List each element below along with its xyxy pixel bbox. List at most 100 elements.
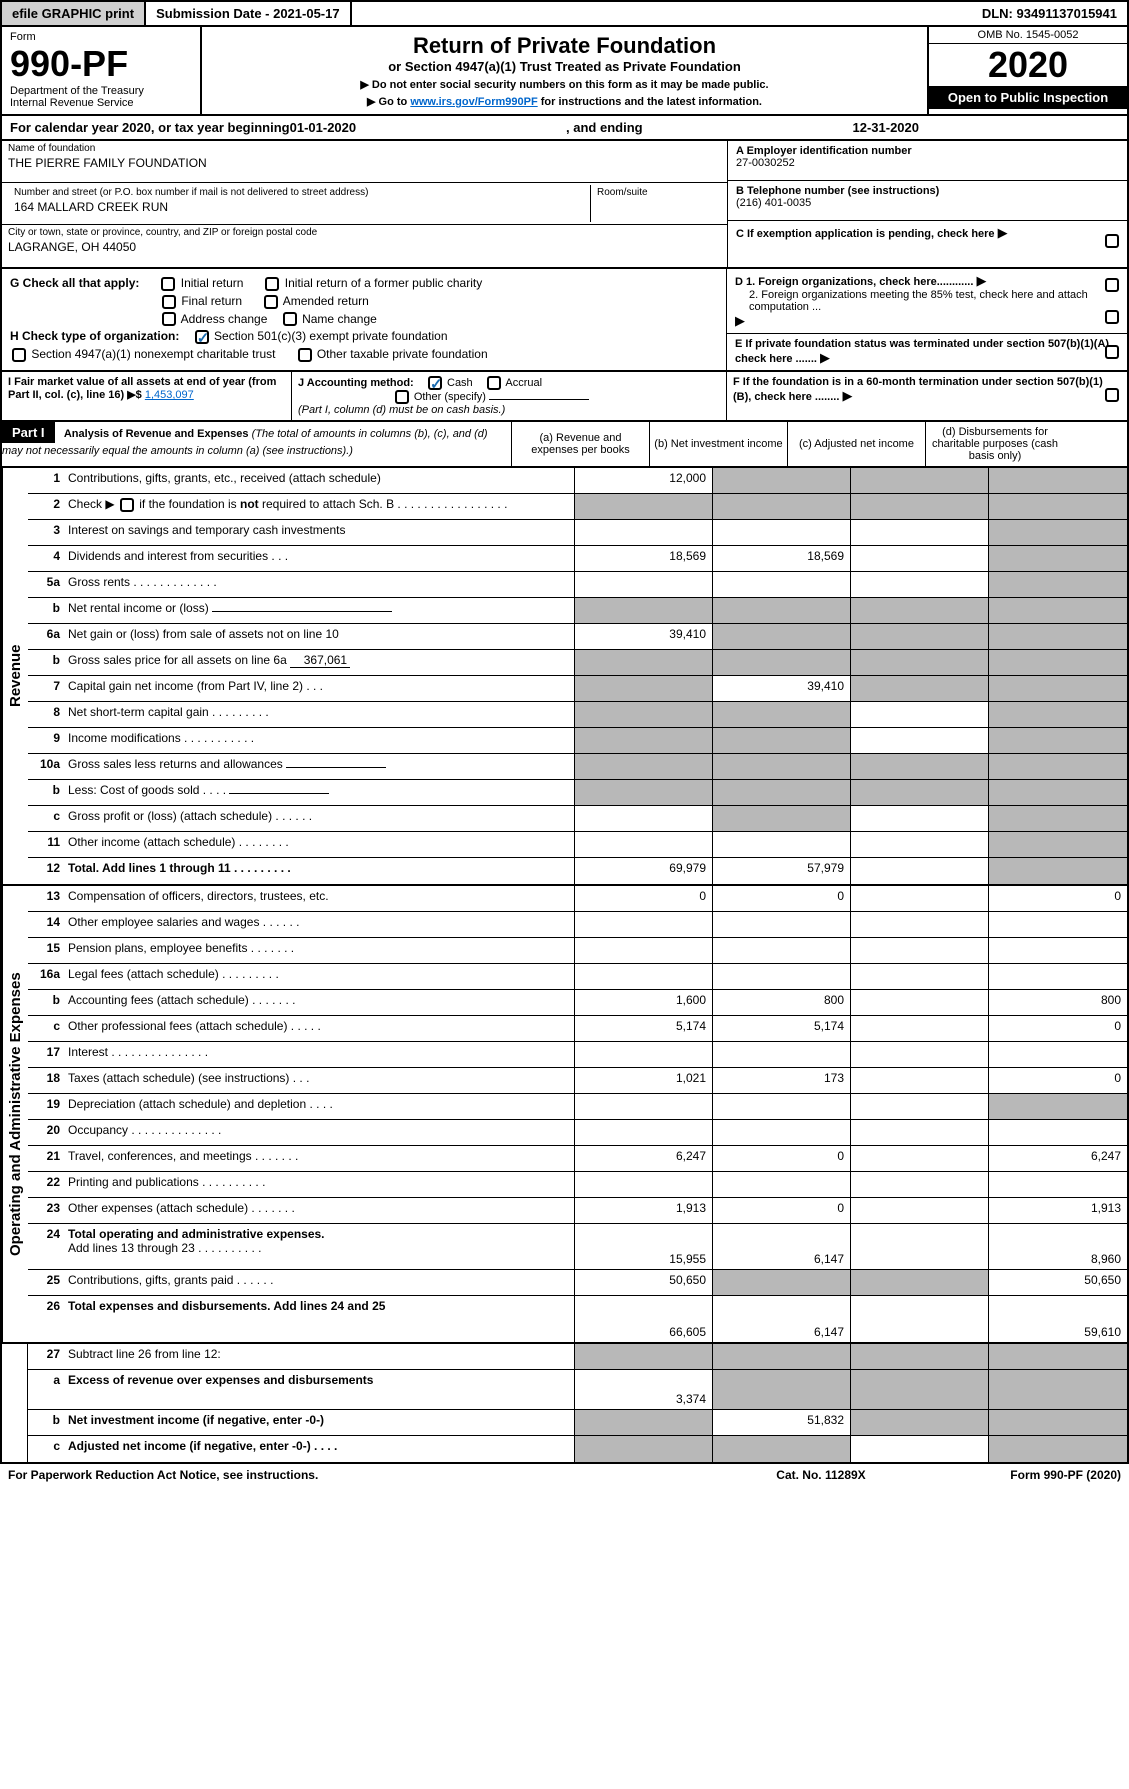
- revenue-body: 1 Contributions, gifts, grants, etc., re…: [28, 468, 1127, 884]
- j-label: J Accounting method:: [298, 377, 414, 389]
- dept-label: Department of the Treasury: [10, 85, 192, 97]
- part1-desc-col: Part I Analysis of Revenue and Expenses …: [2, 422, 512, 466]
- form-center: Return of Private Foundation or Section …: [202, 27, 927, 114]
- initial-former-checkbox[interactable]: [265, 277, 279, 291]
- table-row: c Other professional fees (attach schedu…: [28, 1016, 1127, 1042]
- address-row: Number and street (or P.O. box number if…: [2, 183, 727, 225]
- efile-print-button[interactable]: efile GRAPHIC print: [2, 2, 146, 25]
- table-row: 19 Depreciation (attach schedule) and de…: [28, 1094, 1127, 1120]
- table-row: b Accounting fees (attach schedule) . . …: [28, 990, 1127, 1016]
- city-label: City or town, state or province, country…: [8, 227, 721, 238]
- net-rental-input[interactable]: [212, 611, 392, 612]
- room-label: Room/suite: [597, 187, 715, 198]
- cal-pre: For calendar year 2020, or tax year begi…: [10, 120, 290, 135]
- foundation-name: THE PIERRE FAMILY FOUNDATION: [8, 154, 721, 170]
- e-label: E If private foundation status was termi…: [735, 338, 1112, 365]
- table-row: 10a Gross sales less returns and allowan…: [28, 754, 1127, 780]
- exemption-checkbox[interactable]: [1105, 234, 1119, 248]
- table-row: b Net investment income (if negative, en…: [28, 1410, 1127, 1436]
- cal-pad: [919, 120, 1119, 135]
- f-label: F If the foundation is in a 60-month ter…: [733, 376, 1103, 403]
- table-row: a Excess of revenue over expenses and di…: [28, 1370, 1127, 1410]
- initial-return-checkbox[interactable]: [161, 277, 175, 291]
- check-right: D 1. Foreign organizations, check here..…: [727, 269, 1127, 370]
- expenses-vlabel: Operating and Administrative Expenses: [2, 886, 28, 1342]
- fmv-right: F If the foundation is in a 60-month ter…: [727, 372, 1127, 420]
- revenue-block: Revenue 1 Contributions, gifts, grants, …: [0, 468, 1129, 886]
- revenue-vlabel: Revenue: [2, 468, 28, 884]
- cal-mid: , and ending: [356, 120, 852, 135]
- instr2-post: for instructions and the latest informat…: [538, 96, 762, 108]
- fmv-value[interactable]: 1,453,097: [145, 389, 194, 401]
- irs-link[interactable]: www.irs.gov/Form990PF: [410, 96, 537, 108]
- table-row: 25 Contributions, gifts, grants paid . .…: [28, 1270, 1127, 1296]
- col-b-header: (b) Net investment income: [650, 422, 788, 466]
- submission-date-button[interactable]: Submission Date - 2021-05-17: [146, 2, 352, 25]
- accrual-checkbox[interactable]: [487, 376, 501, 390]
- ein-label: A Employer identification number: [736, 145, 1119, 157]
- gross-sales-less-input[interactable]: [286, 767, 386, 768]
- g6-label: Name change: [302, 312, 377, 326]
- d2-label: 2. Foreign organizations meeting the 85%…: [735, 289, 1119, 313]
- table-row: 18 Taxes (attach schedule) (see instruct…: [28, 1068, 1127, 1094]
- sch-b-checkbox[interactable]: [120, 498, 134, 512]
- 501c3-checkbox[interactable]: [195, 330, 209, 344]
- g2-label: Initial return of a former public charit…: [285, 276, 482, 290]
- table-row: 20 Occupancy . . . . . . . . . . . . . .: [28, 1120, 1127, 1146]
- table-row: 13 Compensation of officers, directors, …: [28, 886, 1127, 912]
- f-checkbox[interactable]: [1105, 388, 1119, 402]
- form-header: Form 990-PF Department of the Treasury I…: [0, 27, 1129, 116]
- part1-header-row: Part I Analysis of Revenue and Expenses …: [0, 422, 1129, 468]
- final-return-checkbox[interactable]: [162, 295, 176, 309]
- ein-value: 27-0030252: [736, 157, 1119, 169]
- name-change-checkbox[interactable]: [283, 312, 297, 326]
- table-row: 8 Net short-term capital gain . . . . . …: [28, 702, 1127, 728]
- e-checkbox[interactable]: [1105, 345, 1119, 359]
- cogs-input[interactable]: [229, 793, 329, 794]
- table-row: b Less: Cost of goods sold . . . .: [28, 780, 1127, 806]
- page-footer: For Paperwork Reduction Act Notice, see …: [0, 1464, 1129, 1486]
- cash-checkbox[interactable]: [428, 376, 442, 390]
- table-row: 22 Printing and publications . . . . . .…: [28, 1172, 1127, 1198]
- calendar-year-row: For calendar year 2020, or tax year begi…: [0, 116, 1129, 141]
- h2-label: Section 4947(a)(1) nonexempt charitable …: [31, 347, 275, 361]
- table-row: 16a Legal fees (attach schedule) . . . .…: [28, 964, 1127, 990]
- d1-checkbox[interactable]: [1105, 278, 1119, 292]
- other-taxable-checkbox[interactable]: [298, 348, 312, 362]
- part1-title: Analysis of Revenue and Expenses: [64, 428, 249, 440]
- 4947-checkbox[interactable]: [12, 348, 26, 362]
- d2-checkbox[interactable]: [1105, 310, 1119, 324]
- table-row: 24 Total operating and administrative ex…: [28, 1224, 1127, 1270]
- g5-label: Address change: [181, 312, 268, 326]
- tax-year: 2020: [929, 44, 1127, 86]
- table-row: 27 Subtract line 26 from line 12:: [28, 1344, 1127, 1370]
- line27-body: 27 Subtract line 26 from line 12: a Exce…: [28, 1344, 1127, 1462]
- table-row: 1 Contributions, gifts, grants, etc., re…: [28, 468, 1127, 494]
- arrow-icon: ▶: [842, 388, 852, 403]
- table-row: 2 Check ▶ if the foundation is not requi…: [28, 494, 1127, 520]
- form-left: Form 990-PF Department of the Treasury I…: [2, 27, 202, 114]
- check-left: G Check all that apply: Initial return I…: [2, 269, 727, 370]
- phone-row: B Telephone number (see instructions) (2…: [728, 181, 1127, 221]
- amended-return-checkbox[interactable]: [264, 295, 278, 309]
- g-row1: G Check all that apply: Initial return I…: [10, 276, 718, 291]
- h-row1: H Check type of organization: Section 50…: [10, 329, 718, 344]
- other-checkbox[interactable]: [395, 390, 409, 404]
- omb-number: OMB No. 1545-0052: [929, 27, 1127, 44]
- arrow-icon: ▶: [820, 350, 830, 365]
- g1-label: Initial return: [181, 276, 244, 290]
- table-row: 5a Gross rents . . . . . . . . . . . . .: [28, 572, 1127, 598]
- col-a-header: (a) Revenue and expenses per books: [512, 422, 650, 466]
- table-row: b Gross sales price for all assets on li…: [28, 650, 1127, 676]
- address-change-checkbox[interactable]: [162, 312, 176, 326]
- irs-label: Internal Revenue Service: [10, 97, 192, 109]
- h-label: H Check type of organization:: [10, 329, 179, 343]
- line27-block: 27 Subtract line 26 from line 12: a Exce…: [0, 1344, 1129, 1464]
- d1-row: D 1. Foreign organizations, check here..…: [727, 269, 1127, 334]
- gross-sales-value: 367,061: [290, 653, 350, 668]
- instr2-pre: ▶ Go to: [367, 96, 410, 108]
- form-right: OMB No. 1545-0052 2020 Open to Public In…: [927, 27, 1127, 114]
- line27-pad: [2, 1344, 28, 1462]
- other-specify-input[interactable]: [489, 399, 589, 400]
- d1-label: D 1. Foreign organizations, check here..…: [735, 276, 973, 288]
